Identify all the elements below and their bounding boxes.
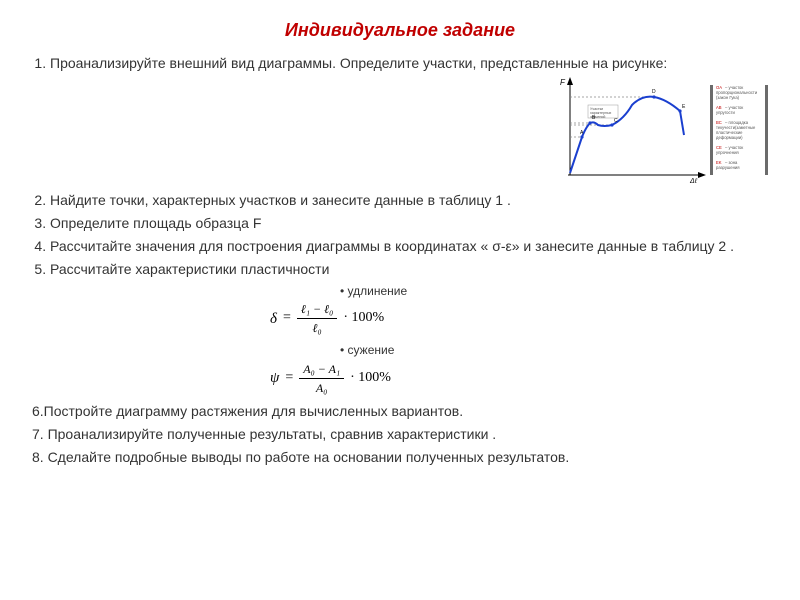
delta-symbol: δ bbox=[270, 309, 277, 329]
page-title: Индивидуальное задание bbox=[28, 18, 772, 42]
task-list-cont: Найдите точки, характерных участков и за… bbox=[28, 191, 772, 279]
times-100-2: · 100% bbox=[350, 369, 391, 388]
svg-text:E: E bbox=[682, 104, 686, 110]
task-item-3: Определите площадь образца F bbox=[50, 214, 772, 233]
task-item-7: 7. Проанализируйте полученные результаты… bbox=[32, 425, 772, 444]
svg-text:упрочнения: упрочнения bbox=[716, 150, 739, 155]
delta-numerator: ℓ₁ − ℓ₀ bbox=[297, 301, 337, 319]
equals-sign-2: = bbox=[285, 369, 293, 388]
svg-text:F: F bbox=[560, 78, 566, 87]
svg-text:разрушения: разрушения bbox=[716, 165, 740, 170]
formula-label-elongation: • удлинение bbox=[270, 283, 530, 299]
formula-label-narrowing: • сужение bbox=[270, 342, 530, 358]
task-item-4: Рассчитайте значения для построения диаг… bbox=[50, 237, 772, 256]
svg-text:D: D bbox=[652, 89, 656, 95]
svg-text:C: C bbox=[614, 118, 618, 124]
task-item-5: Рассчитайте характеристики пластичности bbox=[50, 260, 772, 279]
equals-sign: = bbox=[283, 309, 291, 328]
stress-strain-diagram: F Δℓ Участки характерных значений A B bbox=[552, 75, 772, 185]
task-item-2: Найдите точки, характерных участков и за… bbox=[50, 191, 772, 210]
formula-elongation: δ = ℓ₁ − ℓ₀ ℓ₀ · 100% bbox=[270, 301, 530, 336]
formula-narrowing: ψ = A₀ − A₁ A₀ · 100% bbox=[270, 361, 530, 396]
task-list: Проанализируйте внешний вид диаграммы. О… bbox=[28, 54, 772, 73]
svg-text:упругости: упругости bbox=[716, 110, 736, 115]
psi-denominator: A₀ bbox=[312, 379, 332, 396]
formula-block: • удлинение δ = ℓ₁ − ℓ₀ ℓ₀ · 100% • суже… bbox=[270, 283, 530, 396]
task-item-6: 6.Постройте диаграмму растяжения для выч… bbox=[32, 402, 772, 421]
delta-denominator: ℓ₀ bbox=[309, 319, 326, 336]
psi-numerator: A₀ − A₁ bbox=[299, 361, 344, 379]
psi-symbol: ψ bbox=[270, 368, 279, 388]
task-item-1: Проанализируйте внешний вид диаграммы. О… bbox=[50, 54, 772, 73]
times-100-1: · 100% bbox=[343, 309, 384, 328]
svg-text:(закон Гука): (закон Гука) bbox=[716, 95, 740, 100]
task-item-8: 8. Сделайте подробные выводы по работе н… bbox=[32, 448, 772, 467]
task-list-rest: 6.Постройте диаграмму растяжения для выч… bbox=[28, 402, 772, 467]
fraction-delta: ℓ₁ − ℓ₀ ℓ₀ bbox=[297, 301, 337, 336]
svg-text:деформации): деформации) bbox=[716, 135, 743, 140]
fraction-psi: A₀ − A₁ A₀ bbox=[299, 361, 344, 396]
svg-text:Δℓ: Δℓ bbox=[689, 178, 698, 185]
diagram-container: F Δℓ Участки характерных значений A B bbox=[28, 75, 772, 185]
